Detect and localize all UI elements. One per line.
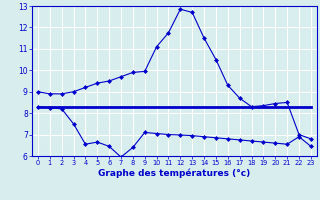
X-axis label: Graphe des températures (°c): Graphe des températures (°c) <box>98 169 251 178</box>
